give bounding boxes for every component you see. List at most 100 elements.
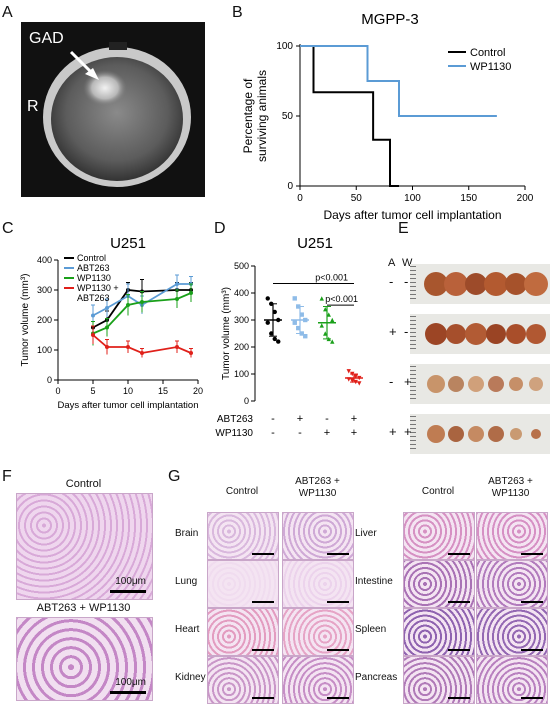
d-data-point (276, 339, 281, 344)
c-legend-label: WP1130 + (77, 283, 119, 293)
d-data-point (292, 296, 297, 301)
g-right-col-combo: ABT263 + WP1130 (488, 476, 533, 499)
tumor-specimen (488, 376, 504, 392)
d-data-point (272, 309, 277, 315)
g-histology-tile (207, 656, 279, 704)
d-data-point (326, 312, 331, 317)
g-scale-bar (448, 601, 470, 603)
g-histology-tile (282, 512, 354, 560)
tumor-specimen (444, 272, 468, 296)
g-right-col-control: Control (421, 486, 455, 497)
d-y-label: Tumor volume (mm³) (221, 287, 232, 380)
tumor-volume-scatter-chart: U251 0 100 200 300 400 500 Tumor volume (mm³) - -… (215, 235, 363, 439)
c-y-tick-label: 400 (37, 255, 52, 265)
g-left-col-combo: ABT263 + WP1130 (295, 476, 340, 499)
d-data-point (353, 374, 358, 379)
c-y-tick-label: 200 (37, 315, 52, 325)
d-y-tick-label: 300 (234, 315, 249, 325)
d-data-point (299, 312, 304, 317)
g-histology-tile (207, 560, 279, 608)
g-scale-bar (521, 649, 543, 651)
g-scale-bar (521, 601, 543, 603)
g-scale-bar (448, 649, 470, 651)
b-y-label-line1: Percentage of (241, 78, 255, 153)
c-data-point (91, 313, 95, 318)
b-x-label: Days after tumor cell implantation (323, 208, 501, 222)
c-series-line (92, 292, 192, 335)
g-histology-tile (403, 656, 475, 704)
f-combo-title: ABT263 + WP1130 (36, 602, 131, 614)
g-histology-tile (207, 512, 279, 560)
panel-label-e: E (398, 220, 409, 237)
e-col-w: W (402, 257, 413, 269)
c-x-tick-label: 20 (193, 386, 203, 396)
d-data-point (269, 331, 274, 336)
gad-arrow-icon (69, 50, 99, 80)
d-data-point (292, 320, 297, 325)
d-data-point (265, 320, 270, 325)
d-row2-label: WP1130 (215, 428, 253, 439)
e-col-a: A (388, 257, 396, 269)
tumor-photo-row (410, 314, 550, 354)
d-row1-mark: + (351, 413, 357, 425)
g-histology-tile (476, 512, 548, 560)
tumor-specimen (425, 323, 447, 345)
c-data-point (105, 325, 109, 330)
f-scale-bar-top (110, 590, 146, 593)
tumor-specimen (465, 323, 487, 345)
c-y-tick-label: 0 (47, 375, 52, 385)
e-treatment-mark-w: - (404, 274, 409, 289)
survival-chart: MGPP-3 0 50 100 150 200 0 50 100 Days after tumor… (241, 11, 534, 222)
g-tissue-label: Intestine (355, 576, 393, 587)
g-scale-bar (521, 553, 543, 555)
d-data-point (319, 323, 324, 328)
tumor-specimen (486, 324, 506, 344)
panel-label-c: C (2, 220, 14, 237)
b-y-tick-label: 0 (287, 181, 293, 192)
g-histology-tile (282, 656, 354, 704)
g-scale-bar (252, 697, 274, 699)
b-y-tick-label: 100 (276, 41, 293, 52)
g-tissue-label: Kidney (175, 672, 206, 683)
tumor-specimen (505, 273, 527, 295)
tumor-specimen (448, 426, 464, 442)
ruler (410, 416, 416, 452)
g-histology-tile (282, 608, 354, 656)
b-legend-label: Control (470, 47, 505, 59)
g-histology-tile (476, 560, 548, 608)
c-title: U251 (110, 235, 146, 252)
panel-label-g: G (168, 468, 181, 485)
d-data-point (272, 336, 277, 342)
f-control-histology: 100μm (16, 493, 153, 600)
g-scale-bar (327, 601, 349, 603)
tumor-specimen (427, 425, 445, 443)
g-scale-bar (448, 697, 470, 699)
panel-label-f: F (2, 468, 12, 485)
e-treatment-mark-a: - (389, 374, 394, 389)
g-scale-bar (327, 553, 349, 555)
g-tissue-label: Spleen (355, 624, 387, 635)
e-treatment-mark-a: + (389, 324, 397, 339)
tumor-specimen (524, 272, 548, 296)
f-scale-label-bottom: 100μm (115, 677, 146, 688)
b-series-line (300, 45, 399, 187)
tumor-specimen (465, 273, 487, 295)
c-legend-label-cont: ABT263 (77, 293, 110, 303)
c-legend-label: ABT263 (77, 263, 110, 273)
tumor-specimen (468, 376, 484, 392)
c-data-point (105, 345, 109, 349)
g-scale-bar (252, 601, 274, 603)
f-control-title: Control (65, 478, 102, 490)
tumor-specimen (484, 272, 508, 296)
c-series-line (92, 334, 192, 354)
d-y-tick-label: 100 (234, 369, 249, 379)
tumor-specimen (526, 324, 546, 344)
tumor-specimen (427, 375, 445, 393)
tumor-specimen (509, 377, 523, 391)
g-tissue-label: Pancreas (355, 672, 398, 683)
c-data-point (175, 345, 179, 349)
d-y-tick-label: 200 (234, 342, 249, 352)
d-row1-mark: + (297, 413, 303, 425)
b-x-tick-label: 50 (351, 193, 363, 204)
d-data-point (265, 296, 270, 301)
